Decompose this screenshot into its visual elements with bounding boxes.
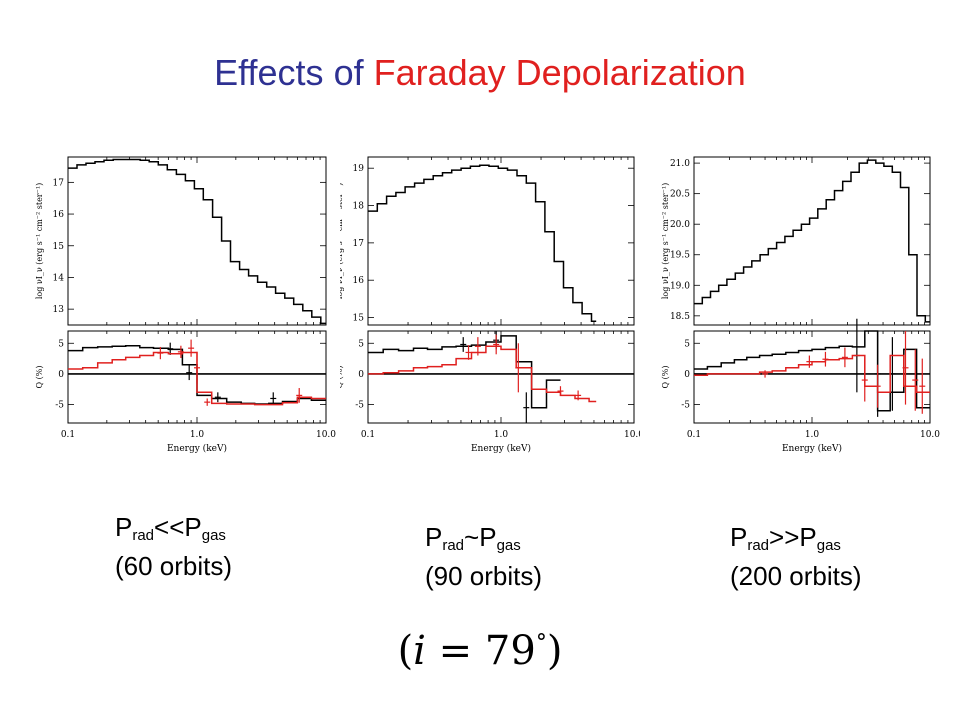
bottom-series-2 <box>68 351 326 406</box>
top-series-1 <box>368 164 597 323</box>
chart-90-orbits-svg: 15 16 17 18 19 log νI_ν (erg s⁻¹ cm⁻² ster⁻¹)… <box>340 156 640 454</box>
bottom-panel: 5 0 -5 Q (%) 0.1 1.0 10.0 Energy (keV) <box>340 330 640 454</box>
bottom-xlabel: Energy (keV) <box>782 443 842 454</box>
top-frame <box>367 156 635 326</box>
bottom-ytick-label: 5 <box>358 339 364 349</box>
title-part-red: Faraday Depolarization <box>373 52 746 93</box>
caption-90-orbits: Prad~Pgas (90 orbits) <box>425 522 542 591</box>
bottom-xtick-label: 10.0 <box>316 430 336 440</box>
top-ytick-label: 16 <box>53 210 65 220</box>
bottom-xlabel: Energy (keV) <box>167 443 227 454</box>
bottom-series-1 <box>694 330 930 412</box>
top-ytick-label: 19 <box>353 164 365 174</box>
bottom-ytick-label: 5 <box>58 339 64 349</box>
caption-60-orbits: Prad<<Pgas (60 orbits) <box>115 512 232 581</box>
top-ylabel: log νI_ν (erg s⁻¹ cm⁻² ster⁻¹) <box>340 183 344 299</box>
top-ytick-label: 18.5 <box>670 312 690 322</box>
top-ytick-label: 14 <box>53 273 65 283</box>
bottom-xtick-label: 1.0 <box>805 430 820 440</box>
bottom-ytick-label: -5 <box>681 401 690 411</box>
top-ylabel: log νI_ν (erg s⁻¹ cm⁻² ster⁻¹) <box>35 183 44 299</box>
top-frame <box>693 156 931 326</box>
top-ytick-label: 16 <box>353 276 365 286</box>
bottom-frame <box>367 330 635 424</box>
caption-pressure-relation: Prad>>Pgas <box>730 522 841 554</box>
bottom-xtick-label: 0.1 <box>61 430 75 440</box>
caption-200-orbits: Prad>>Pgas (200 orbits) <box>730 522 862 591</box>
top-series-1 <box>694 159 930 323</box>
top-ytick-label: 17 <box>53 178 65 188</box>
top-ytick-label: 15 <box>53 242 65 252</box>
top-ytick-label: 19.0 <box>670 281 690 291</box>
caption-pressure-relation: Prad<<Pgas <box>115 512 226 544</box>
bottom-xtick-label: 1.0 <box>190 430 205 440</box>
top-panel: 18.5 19.0 19.5 20.0 20.5 21.0 log νI_ν (erg s⁻… <box>661 156 931 326</box>
top-ytick-label: 18 <box>353 202 365 212</box>
chart-60-orbits-svg: 13 14 15 16 17 log νI_ν (erg s⁻¹ cm⁻² ster⁻¹)… <box>35 156 336 454</box>
top-ytick-label: 13 <box>53 305 65 315</box>
bottom-ylabel: Q (%) <box>340 366 344 389</box>
bottom-xtick-label: 0.1 <box>361 430 375 440</box>
top-ytick-label: 20.5 <box>670 190 690 200</box>
top-ytick-label: 15 <box>353 314 365 324</box>
bottom-ytick-label: -5 <box>55 401 64 411</box>
top-series-1 <box>68 158 326 325</box>
chart-200-orbits: 18.5 19.0 19.5 20.0 20.5 21.0 log νI_ν (erg s⁻… <box>648 135 950 465</box>
title-part-blue: Effects of <box>214 52 364 93</box>
top-panel: 15 16 17 18 19 log νI_ν (erg s⁻¹ cm⁻² ster⁻¹) <box>340 156 635 326</box>
top-ytick-label: 20.0 <box>670 220 690 230</box>
bottom-panel: 5 0 -5 Q (%) 0.1 1.0 10.0 Energy (keV) <box>661 318 940 454</box>
bottom-xtick-label: 10.0 <box>624 430 640 440</box>
bottom-ylabel: Q (%) <box>35 366 44 389</box>
bottom-frame <box>693 330 931 424</box>
caption-orbits: (60 orbits) <box>115 551 233 581</box>
bottom-xtick-label: 10.0 <box>920 430 940 440</box>
top-panel: 13 14 15 16 17 log νI_ν (erg s⁻¹ cm⁻² ster⁻¹) <box>35 156 327 326</box>
caption-orbits: (200 orbits) <box>730 561 862 591</box>
bottom-xtick-label: 0.1 <box>687 430 701 440</box>
caption-orbits: (90 orbits) <box>425 561 543 591</box>
top-frame <box>67 156 327 326</box>
bottom-xtick-label: 1.0 <box>494 430 509 440</box>
top-ytick-label: 17 <box>353 239 365 249</box>
top-ylabel: log νI_ν (erg s⁻¹ cm⁻² ster⁻¹) <box>661 183 670 299</box>
chart-200-orbits-svg: 18.5 19.0 19.5 20.0 20.5 21.0 log νI_ν (erg s⁻… <box>661 156 940 454</box>
bottom-ytick-label: 5 <box>684 339 690 349</box>
bottom-ylabel: Q (%) <box>661 366 670 389</box>
inclination-formula: (i = 79°) <box>397 628 563 674</box>
bottom-panel: 5 0 -5 Q (%) 0.1 1.0 10.0 Energy (keV) <box>35 330 336 454</box>
top-ytick-label: 21.0 <box>670 159 690 169</box>
slide-title: Effects of Faraday Depolarization <box>0 52 960 94</box>
bottom-ytick-label: 0 <box>358 370 364 380</box>
bottom-ytick-label: 0 <box>684 370 690 380</box>
bottom-xlabel: Energy (keV) <box>471 443 531 454</box>
chart-60-orbits: 13 14 15 16 17 log νI_ν (erg s⁻¹ cm⁻² ster⁻¹)… <box>30 135 340 465</box>
caption-pressure-relation: Prad~Pgas <box>425 522 521 554</box>
chart-90-orbits: 15 16 17 18 19 log νI_ν (erg s⁻¹ cm⁻² ster⁻¹)… <box>340 135 640 465</box>
bottom-ytick-label: 0 <box>58 370 64 380</box>
top-ytick-label: 19.5 <box>670 251 690 261</box>
bottom-ytick-label: -5 <box>355 401 364 411</box>
